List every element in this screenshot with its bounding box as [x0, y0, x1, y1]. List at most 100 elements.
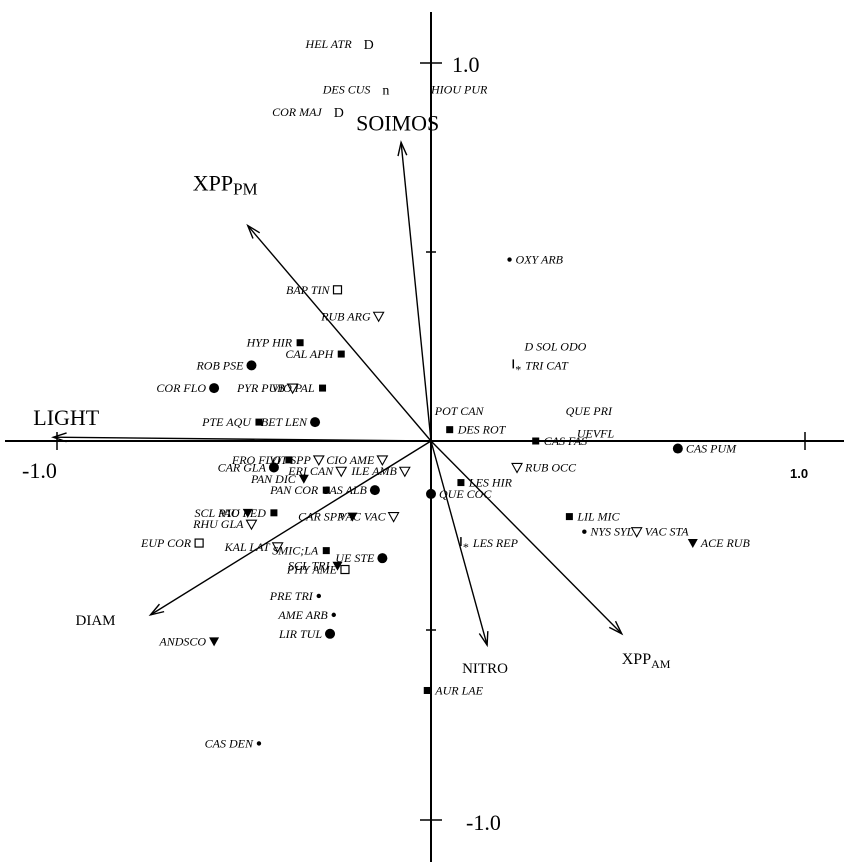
species-bet-len: BET LEN — [261, 415, 321, 429]
species-rob-pse: ROB PSE — [195, 358, 257, 372]
dot-marker — [316, 593, 321, 599]
y-tick-label-pos: 1.0 — [452, 52, 480, 77]
vector-line — [430, 440, 488, 646]
arrow-head — [608, 620, 624, 636]
filled-square-marker — [322, 547, 330, 555]
species-sas-alb: SAS ALB — [323, 483, 380, 497]
species-label: SAS ALB — [323, 483, 367, 497]
species-vac-vac: VAC VAC — [339, 510, 400, 524]
vector-line — [247, 225, 432, 442]
species-label: ERI CAN — [287, 464, 334, 478]
species-pan-cor: PAN COR — [269, 483, 330, 497]
species-label: OXY ARB — [516, 253, 564, 267]
species-cas-den: CAS DEN — [205, 736, 262, 750]
species-label: SCL PAU — [194, 506, 241, 520]
letter-marker: D — [364, 38, 374, 53]
species-cor-maj: D COR MAJ — [272, 105, 344, 121]
filled-square-marker — [337, 350, 345, 358]
species-scl-pau: SCL PAU — [194, 506, 253, 520]
species-label: D SOL ODO — [524, 340, 587, 354]
species-vit-spp: VIT SPP — [269, 453, 325, 467]
vector-soimos: SOIMOS — [356, 110, 439, 442]
arrow-head — [397, 140, 408, 157]
species-vio-pal: VIO PAL — [272, 381, 327, 395]
species-label: CAL APH — [285, 347, 334, 361]
species-label: VIO PAL — [272, 381, 315, 395]
vector-label: XPPPM — [193, 171, 258, 199]
species-pot-can: POT CAN — [434, 404, 485, 418]
species-lir-tul: LIR TUL — [278, 627, 336, 641]
filled-circle-marker — [310, 417, 321, 428]
vector-label: DIAM — [76, 613, 116, 629]
species-hyp-hir: HYP HIR — [246, 336, 304, 350]
filled-circle-marker — [209, 383, 220, 394]
species-eup-cor: EUP COR — [140, 536, 204, 550]
species-label: COR FLO — [156, 381, 206, 395]
arrow-head — [478, 631, 489, 648]
filled-square-marker — [565, 513, 573, 521]
species-phy-ame: PHY AME — [286, 563, 350, 577]
star-marker: * — [463, 540, 469, 554]
open-square-marker — [332, 285, 343, 295]
open-triangle-marker — [245, 519, 258, 531]
vector-xpp-pm: XPPPM — [193, 171, 432, 442]
species-label: POT CAN — [434, 404, 485, 418]
open-triangle-marker — [312, 455, 325, 467]
species-pre-tri: PRE TRI — [269, 589, 321, 603]
species-des-rot: DES ROT — [446, 423, 507, 437]
x-tick-label-pos: 1.0 — [790, 466, 808, 481]
species-cio-ame: CIO AME — [326, 453, 389, 467]
species-kal-lat: KAL LAT — [224, 540, 284, 554]
filled-circle-marker — [246, 360, 257, 371]
species-smic-la: SMIC;LA — [272, 544, 330, 558]
vector-diam: DIAM — [76, 440, 432, 629]
dot-marker — [256, 741, 262, 746]
species-eri-can: ERI CAN — [287, 464, 348, 478]
arrow-head — [51, 432, 67, 443]
species-les-rep: * LES REP — [460, 536, 519, 554]
species-ue-ste: UE STE — [335, 551, 388, 565]
species-label: RHU GLA — [192, 517, 244, 531]
species-label: SMIC;LA — [272, 544, 319, 558]
filled-square-marker — [270, 509, 278, 517]
species-label: QUE PRI — [566, 404, 613, 418]
species-pyr-pub: PYR PUB — [236, 381, 299, 395]
species-label: HYP HIR — [246, 336, 293, 350]
filled-circle-marker — [672, 443, 683, 454]
species-hiou-pur: HIOU PUR — [430, 82, 488, 96]
species-label: HIOU PUR — [430, 82, 488, 96]
species-label: QUE COC — [439, 487, 492, 501]
species-label: CAR SPP — [298, 510, 345, 524]
species-uevfl: UEVFL — [577, 426, 615, 440]
species-label: ANDSCO — [158, 634, 206, 648]
star-marker: * — [515, 362, 521, 376]
species-pte-aqu: PTE AQU — [201, 415, 263, 429]
species-vac-sta: VAC STA — [630, 525, 689, 539]
vector-line — [53, 436, 432, 442]
species-ame-arb: AME ARB — [277, 608, 336, 622]
species-label: LES HIR — [468, 476, 513, 490]
open-triangle-marker — [372, 311, 385, 323]
vector-label: LIGHT — [33, 405, 100, 430]
filled-triangle-marker — [242, 508, 253, 518]
species-rub-occ: RUB OCC — [511, 460, 577, 474]
open-triangle-marker — [630, 527, 643, 538]
filled-triangle-marker — [332, 561, 343, 571]
species-label: COR MAJ — [272, 105, 322, 119]
filled-circle-marker — [325, 628, 336, 639]
vector-light: LIGHT — [33, 405, 432, 443]
species-hel-atr: D HEL ATR — [305, 37, 374, 53]
species-rub-arg: RUB ARG — [320, 309, 385, 323]
species-label: LES REP — [472, 536, 519, 550]
filled-square-marker — [532, 437, 540, 445]
species-label: ACE RUB — [700, 536, 751, 550]
filled-triangle-marker — [687, 539, 698, 549]
letter-marker: D — [334, 106, 344, 121]
arrow-head — [246, 223, 261, 239]
species-vio-ped: VIO PED — [220, 506, 278, 520]
filled-square-marker — [255, 418, 263, 426]
species-label: TRI CAT — [525, 358, 569, 372]
species-cal-aph: CAL APH — [285, 347, 345, 361]
arrow-head — [148, 603, 165, 617]
